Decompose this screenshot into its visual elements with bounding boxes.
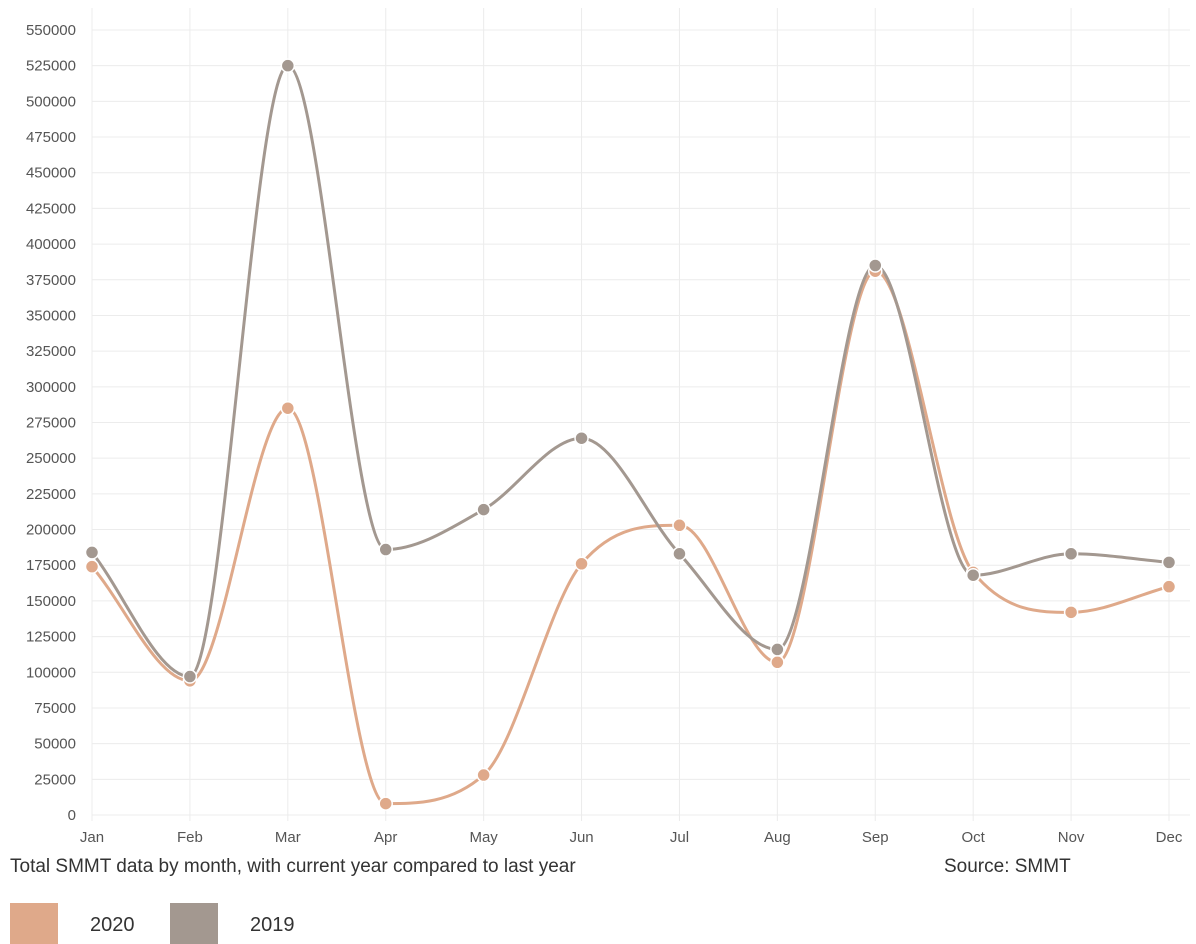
y-tick-label: 200000 [26, 522, 76, 539]
x-tick-label: Apr [374, 829, 397, 846]
x-tick-label: Jul [670, 829, 689, 846]
x-tick-label: Feb [177, 829, 203, 846]
data-point-2019-Oct[interactable] [965, 567, 981, 583]
y-tick-label: 150000 [26, 593, 76, 610]
data-point-2020-Aug[interactable] [770, 655, 785, 670]
data-point-2020-Jun[interactable] [574, 556, 589, 572]
y-axis: 0 25000 50000 75000 100000 125000 150000 175000… [26, 22, 76, 824]
data-point-2020-May[interactable] [476, 767, 491, 783]
y-tick-label: 125000 [26, 629, 76, 646]
y-tick-label: 225000 [26, 486, 76, 503]
y-tick-label: 50000 [34, 736, 76, 753]
data-point-2019-May[interactable] [476, 502, 491, 517]
data-point-2019-Jun[interactable] [574, 430, 589, 446]
legend-label-2019[interactable]: 2019 [250, 914, 295, 936]
data-point-2019-Jan[interactable] [84, 545, 100, 560]
series-points [84, 58, 1177, 811]
x-tick-label: Dec [1156, 829, 1183, 846]
data-point-2019-Feb[interactable] [182, 669, 198, 684]
data-point-2020-Apr[interactable] [378, 796, 393, 811]
x-tick-label: Jan [80, 829, 104, 846]
y-tick-label: 100000 [26, 664, 76, 681]
y-tick-label: 275000 [26, 415, 76, 432]
x-tick-label: Sep [862, 829, 889, 846]
y-tick-label: 175000 [26, 557, 76, 574]
y-tick-label: 300000 [26, 379, 76, 396]
x-tick-label: Mar [275, 829, 301, 846]
data-point-2019-Sep[interactable] [868, 258, 883, 273]
data-point-2019-Nov[interactable] [1063, 546, 1079, 562]
y-tick-label: 250000 [26, 450, 76, 467]
data-point-2020-Dec[interactable] [1161, 579, 1177, 594]
legend-swatch-2019[interactable] [170, 903, 218, 944]
y-tick-label: 375000 [26, 272, 76, 289]
y-tick-label: 350000 [26, 307, 76, 324]
x-axis: Jan Feb Mar Apr May Jun Jul Aug Sep Oct Nov Dec [80, 829, 1183, 846]
legend-swatch-2020[interactable] [10, 903, 58, 944]
legend-label-2020[interactable]: 2020 [90, 914, 135, 936]
y-tick-label: 75000 [34, 700, 76, 717]
data-point-2020-Jul[interactable] [672, 518, 687, 533]
y-tick-label: 400000 [26, 236, 76, 253]
data-point-2019-Jul[interactable] [672, 546, 687, 562]
y-tick-label: 325000 [26, 343, 76, 360]
data-point-2019-Apr[interactable] [378, 542, 393, 557]
series-line-2019 [90, 64, 1170, 679]
data-point-2020-Mar[interactable] [280, 400, 296, 416]
x-tick-label: May [469, 829, 498, 846]
y-tick-label: 25000 [34, 771, 76, 788]
series-lines [90, 64, 1170, 806]
grid-lines [91, 8, 1190, 821]
x-tick-label: Nov [1058, 829, 1085, 846]
data-point-2019-Dec[interactable] [1161, 555, 1177, 570]
x-tick-label: Jun [569, 829, 593, 846]
y-tick-label: 0 [68, 807, 76, 824]
y-tick-label: 425000 [26, 200, 76, 217]
y-tick-label: 475000 [26, 129, 76, 146]
y-tick-label: 525000 [26, 58, 76, 75]
chart-description: Total SMMT data by month, with current y… [10, 856, 576, 877]
x-tick-label: Oct [962, 829, 986, 846]
series-line-2020 [90, 269, 1170, 806]
line-chart: 0 25000 50000 75000 100000 125000 150000 175000… [26, 8, 1190, 846]
x-tick-label: Aug [764, 829, 791, 846]
y-tick-label: 500000 [26, 93, 76, 110]
data-point-2019-Mar[interactable] [280, 58, 296, 73]
y-tick-label: 550000 [26, 22, 76, 39]
chart-source: Source: SMMT [944, 856, 1071, 877]
data-point-2020-Jan[interactable] [84, 559, 100, 574]
y-tick-label: 450000 [26, 165, 76, 182]
data-point-2019-Aug[interactable] [770, 642, 785, 657]
data-point-2020-Nov[interactable] [1063, 605, 1079, 620]
